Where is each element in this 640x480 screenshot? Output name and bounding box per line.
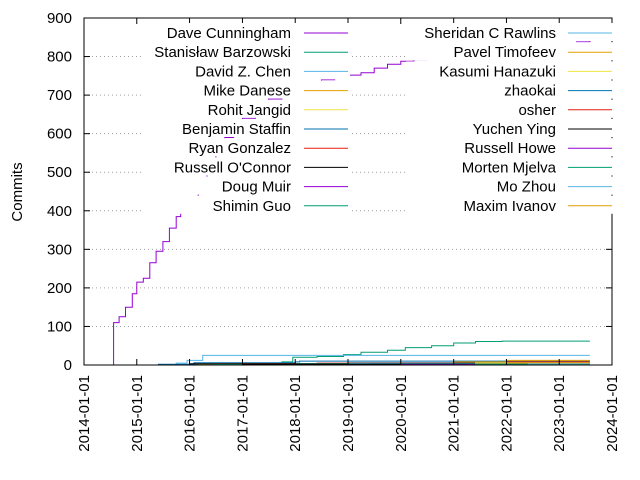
y-tick-label: 0 (64, 357, 72, 374)
x-tick-label: 2016-01-01 (182, 375, 199, 452)
legend-entry-bg (141, 195, 350, 214)
legend-label: Dave Cunningham (167, 25, 291, 42)
legend-entry-bg (406, 176, 614, 195)
x-tick-label: 2020-01-01 (393, 375, 410, 452)
x-tick-label: 2018-01-01 (287, 375, 304, 452)
legend-label: Pavel Timofeev (453, 44, 556, 61)
legend-label: Rohit Jangid (208, 102, 291, 119)
legend-label: Kasumi Hanazuki (439, 63, 556, 80)
legend-label: Russell O'Connor (174, 159, 291, 176)
legend-entry-bg (406, 119, 614, 137)
y-tick-label: 800 (47, 49, 72, 66)
legend-entry-bg (406, 138, 614, 157)
legend-label: Mike Danese (203, 83, 291, 100)
legend-label: Stanisław Barzowski (154, 44, 291, 61)
legend-label: Maxim Ivanov (463, 198, 556, 215)
y-tick-label: 900 (47, 10, 72, 27)
legend-entry-bg (141, 176, 350, 195)
legend-entry-bg (406, 80, 614, 99)
y-tick-label: 400 (47, 203, 72, 220)
legend-entry-bg (406, 23, 614, 41)
legend-label: Ryan Gonzalez (188, 140, 291, 157)
legend-entry-bg (141, 119, 350, 137)
y-tick-label: 500 (47, 164, 72, 181)
legend-entry-bg (406, 195, 614, 214)
x-tick-label: 2021-01-01 (446, 375, 463, 452)
legend-entry-bg (141, 61, 350, 80)
legend-label: Russell Howe (464, 140, 556, 157)
legend-label: zhaokai (504, 83, 556, 100)
axes: 0 100 200 300 400 500 600 700 800 900 2014-01-01 20… (47, 10, 621, 452)
legend-entry-bg (406, 61, 614, 80)
legend-label: Doug Muir (222, 179, 291, 196)
legend-entry-bg (141, 99, 350, 118)
y-tick-label: 700 (47, 87, 72, 104)
legend-entry-bg (141, 42, 350, 61)
x-tick-label: 2017-01-01 (234, 375, 251, 452)
legend-label: Sheridan C Rawlins (424, 25, 556, 42)
x-tick-label: 2022-01-01 (498, 375, 515, 452)
legend-label: Morten Mjelva (462, 159, 557, 176)
legend-entry-bg (141, 138, 350, 157)
legend-label: David Z. Chen (195, 63, 291, 80)
legend-label: Yuchen Ying (473, 121, 556, 138)
x-tick-label: 2014-01-01 (76, 375, 93, 452)
y-tick-label: 300 (47, 241, 72, 258)
y-tick-label: 200 (47, 280, 72, 297)
legend: Dave Cunningham Stanisław Barzowski David … (141, 23, 614, 215)
legend-entry-bg (406, 99, 614, 118)
x-tick-label: 2023-01-01 (551, 375, 568, 452)
y-tick-label: 100 (47, 318, 72, 335)
legend-label: Shimin Guo (213, 198, 291, 215)
legend-label: Benjamin Staffin (182, 121, 291, 138)
legend-entry-bg (141, 23, 350, 41)
x-tick-label: 2015-01-01 (129, 375, 146, 452)
x-tick-label: 2019-01-01 (340, 375, 357, 452)
x-tick-label: 2024-01-01 (604, 375, 621, 452)
y-tick-label: 600 (47, 126, 72, 143)
legend-entry-bg (141, 157, 350, 176)
y-axis-title: Commits (9, 162, 26, 221)
legend-entry-bg (406, 157, 614, 176)
legend-entry-bg (406, 42, 614, 61)
legend-entry-bg (141, 80, 350, 99)
legend-label: osher (518, 102, 556, 119)
legend-label: Mo Zhou (497, 179, 556, 196)
